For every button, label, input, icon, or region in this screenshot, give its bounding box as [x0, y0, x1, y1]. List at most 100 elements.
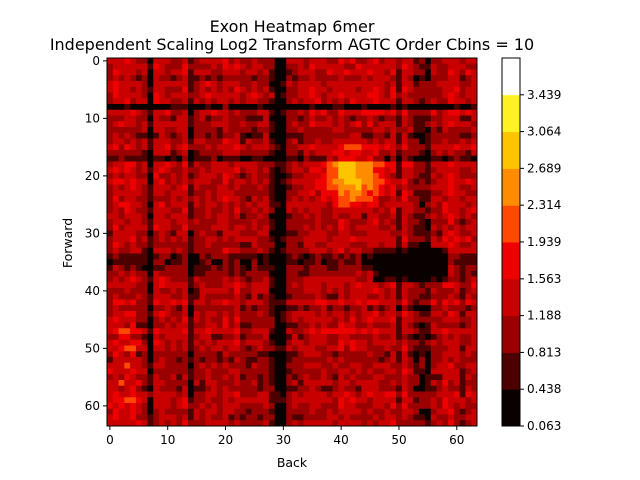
heatmap-cell: [471, 144, 478, 151]
heatmap-cell: [344, 397, 351, 404]
heatmap-cell: [349, 403, 356, 410]
heatmap-cell: [153, 144, 160, 151]
heatmap-cell: [384, 201, 391, 208]
heatmap-cell: [442, 403, 449, 410]
heatmap-cell: [407, 322, 414, 329]
heatmap-cell: [309, 184, 316, 191]
heatmap-cell: [268, 224, 276, 231]
heatmap-cell: [176, 98, 183, 105]
heatmap-cell: [112, 98, 119, 105]
heatmap-cell: [390, 316, 397, 323]
heatmap-cell: [309, 178, 316, 185]
heatmap-cell: [124, 368, 131, 375]
heatmap-cell: [401, 150, 409, 157]
heatmap-cell: [309, 63, 316, 70]
heatmap-cell: [153, 334, 160, 341]
heatmap-cell: [193, 368, 200, 375]
heatmap-cell: [135, 414, 143, 421]
heatmap-cell: [401, 414, 409, 421]
heatmap-cell: [239, 305, 247, 312]
heatmap-cell: [130, 397, 137, 404]
heatmap-cell: [430, 247, 437, 254]
heatmap-cell: [355, 150, 362, 157]
heatmap-cell: [245, 299, 252, 306]
heatmap-cell: [159, 213, 166, 220]
heatmap-cell: [228, 259, 235, 266]
heatmap-cell: [199, 196, 206, 203]
heatmap-cell: [193, 224, 200, 231]
heatmap-cell: [453, 92, 461, 99]
heatmap-cell: [159, 224, 166, 231]
heatmap-cell: [413, 161, 420, 168]
heatmap-cell: [349, 75, 356, 82]
heatmap-cell: [413, 190, 420, 197]
heatmap-cell: [344, 81, 351, 88]
heatmap-cell: [286, 75, 293, 82]
heatmap-cell: [309, 81, 316, 88]
heatmap-cell: [245, 230, 252, 237]
heatmap-cell: [401, 75, 409, 82]
heatmap-cell: [211, 334, 218, 341]
heatmap-cell: [199, 236, 206, 243]
heatmap-cell: [187, 414, 195, 421]
heatmap-cell: [216, 121, 224, 128]
heatmap-cell: [263, 242, 270, 249]
heatmap-cell: [292, 86, 299, 93]
heatmap-cell: [251, 121, 258, 128]
heatmap-cell: [187, 150, 195, 157]
heatmap-cell: [280, 138, 287, 145]
heatmap-cell: [187, 155, 195, 162]
heatmap-cell: [107, 385, 114, 392]
heatmap-cell: [130, 305, 137, 312]
heatmap-cell: [222, 408, 229, 415]
heatmap-cell: [176, 322, 183, 329]
heatmap-cell: [407, 293, 414, 300]
heatmap-cell: [413, 276, 420, 283]
heatmap-cell: [107, 132, 114, 139]
heatmap-cell: [338, 408, 345, 415]
heatmap-cell: [234, 92, 241, 99]
heatmap-cell: [436, 328, 443, 335]
heatmap-cell: [239, 242, 247, 249]
heatmap-cell: [430, 184, 437, 191]
heatmap-cell: [344, 184, 351, 191]
heatmap-cell: [182, 104, 189, 111]
heatmap-cell: [130, 190, 137, 197]
heatmap-cell: [222, 362, 229, 369]
heatmap-cell: [436, 305, 443, 312]
heatmap-cell: [384, 104, 391, 111]
heatmap-cell: [292, 173, 299, 180]
heatmap-cell: [222, 132, 229, 139]
heatmap-cell: [297, 368, 304, 375]
heatmap-cell: [407, 230, 414, 237]
heatmap-cell: [372, 150, 380, 157]
heatmap-cell: [234, 380, 241, 387]
heatmap-cell: [430, 282, 437, 289]
heatmap-cell: [297, 351, 304, 358]
heatmap-cell: [459, 345, 466, 352]
heatmap-cell: [112, 207, 119, 214]
heatmap-cell: [378, 161, 385, 168]
heatmap-cell: [430, 374, 437, 381]
heatmap-cell: [326, 104, 333, 111]
heatmap-cell: [182, 322, 189, 329]
heatmap-cell: [430, 213, 437, 220]
heatmap-cell: [361, 316, 368, 323]
heatmap-cell: [326, 328, 333, 335]
heatmap-cell: [344, 391, 351, 398]
heatmap-cell: [176, 236, 183, 243]
heatmap-cell: [459, 242, 466, 249]
heatmap-cell: [424, 196, 432, 203]
heatmap-cell: [182, 351, 189, 358]
heatmap-cell: [222, 385, 229, 392]
heatmap-cell: [315, 109, 322, 116]
heatmap-cell: [453, 368, 461, 375]
heatmap-cell: [245, 213, 252, 220]
heatmap-cell: [216, 104, 224, 111]
heatmap-cell: [471, 63, 478, 70]
heatmap-cell: [424, 173, 432, 180]
heatmap-cell: [182, 345, 189, 352]
heatmap-cell: [297, 224, 304, 231]
heatmap-cell: [419, 414, 426, 421]
heatmap-cell: [367, 339, 374, 346]
